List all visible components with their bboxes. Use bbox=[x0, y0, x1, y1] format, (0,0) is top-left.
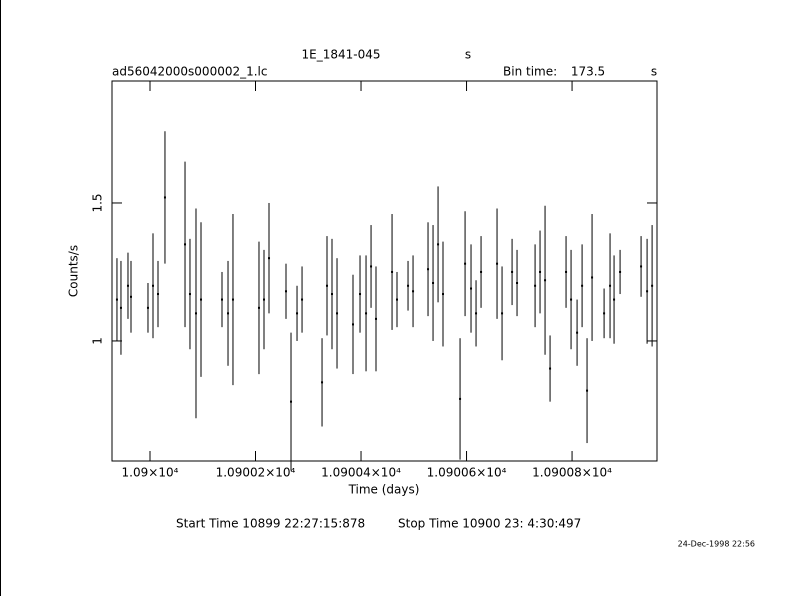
x-tick-label: 1.09004×10⁴ bbox=[321, 466, 401, 480]
x-axis-label: Time (days) bbox=[348, 483, 420, 497]
y-axis-label: Counts/s bbox=[67, 245, 81, 297]
data-point bbox=[603, 312, 606, 315]
data-point bbox=[470, 287, 473, 290]
data-point bbox=[581, 284, 584, 287]
data-point bbox=[119, 306, 122, 309]
bin-time-unit: s bbox=[651, 65, 657, 79]
data-point bbox=[221, 298, 224, 301]
data-point bbox=[432, 282, 435, 285]
data-point bbox=[296, 312, 299, 315]
data-point bbox=[459, 397, 462, 400]
data-point bbox=[427, 268, 430, 271]
data-point bbox=[534, 284, 537, 287]
stop-time: Stop Time 10900 23: 4:30:497 bbox=[398, 517, 581, 531]
data-point bbox=[646, 290, 649, 293]
data-point bbox=[284, 290, 287, 293]
data-point bbox=[257, 306, 260, 309]
data-point bbox=[480, 270, 483, 273]
data-point bbox=[609, 284, 612, 287]
data-point bbox=[619, 270, 622, 273]
data-point bbox=[375, 317, 378, 320]
data-point bbox=[151, 284, 154, 287]
data-point bbox=[146, 306, 149, 309]
data-point bbox=[496, 262, 499, 265]
data-point bbox=[115, 298, 118, 301]
data-point bbox=[365, 312, 368, 315]
data-point bbox=[301, 298, 304, 301]
data-point bbox=[407, 284, 410, 287]
data-point bbox=[359, 293, 362, 296]
data-point bbox=[586, 389, 589, 392]
data-point bbox=[501, 312, 504, 315]
data-point bbox=[565, 270, 568, 273]
bin-time: 173.5 bbox=[571, 65, 605, 79]
data-point bbox=[126, 284, 129, 287]
data-point bbox=[352, 323, 355, 326]
data-point bbox=[516, 282, 519, 285]
chart-title: 1E_1841-045 bbox=[302, 48, 381, 62]
bin-time-label: Bin time: bbox=[503, 65, 557, 79]
x-tick-label: 1.09002×10⁴ bbox=[216, 466, 296, 480]
data-point bbox=[200, 298, 203, 301]
data-point bbox=[188, 293, 191, 296]
data-point bbox=[549, 367, 552, 370]
data-point bbox=[442, 293, 445, 296]
file-name: ad56042000s000002_1.lc bbox=[112, 65, 268, 79]
data-point bbox=[129, 295, 132, 298]
data-point bbox=[370, 265, 373, 268]
x-tick-label: 1.09008×10⁴ bbox=[532, 466, 612, 480]
y-tick-label: 1 bbox=[91, 337, 105, 345]
data-point bbox=[544, 279, 547, 282]
data-point bbox=[613, 298, 616, 301]
data-point bbox=[576, 331, 579, 334]
data-point bbox=[184, 243, 187, 246]
data-point bbox=[321, 381, 324, 384]
data-point bbox=[391, 270, 394, 273]
data-point bbox=[437, 243, 440, 246]
data-point bbox=[336, 312, 339, 315]
x-tick-label: 1.09×10⁴ bbox=[122, 466, 179, 480]
start-time: Start Time 10899 22:27:15:878 bbox=[176, 517, 365, 531]
data-point bbox=[651, 284, 654, 287]
data-point bbox=[464, 262, 467, 265]
data-point bbox=[591, 276, 594, 279]
data-point bbox=[325, 284, 328, 287]
data-point bbox=[231, 298, 234, 301]
data-point bbox=[511, 270, 514, 273]
data-point bbox=[640, 265, 643, 268]
data-point bbox=[412, 290, 415, 293]
data-point bbox=[290, 400, 293, 403]
data-point bbox=[157, 293, 160, 296]
data-point bbox=[539, 270, 542, 273]
y-tick-label: 1.5 bbox=[91, 193, 105, 212]
data-point bbox=[227, 312, 230, 315]
data-point bbox=[475, 312, 478, 315]
data-point bbox=[262, 298, 265, 301]
data-point bbox=[396, 298, 399, 301]
data-point bbox=[331, 293, 334, 296]
data-point bbox=[268, 257, 271, 260]
data-point bbox=[570, 298, 573, 301]
x-tick-label: 1.09006×10⁴ bbox=[427, 466, 507, 480]
title-unit: s bbox=[465, 48, 471, 62]
plot-frame bbox=[111, 80, 658, 462]
footer-date: 24-Dec-1998 22:56 bbox=[678, 540, 755, 549]
data-point bbox=[163, 196, 166, 199]
data-point bbox=[194, 312, 197, 315]
